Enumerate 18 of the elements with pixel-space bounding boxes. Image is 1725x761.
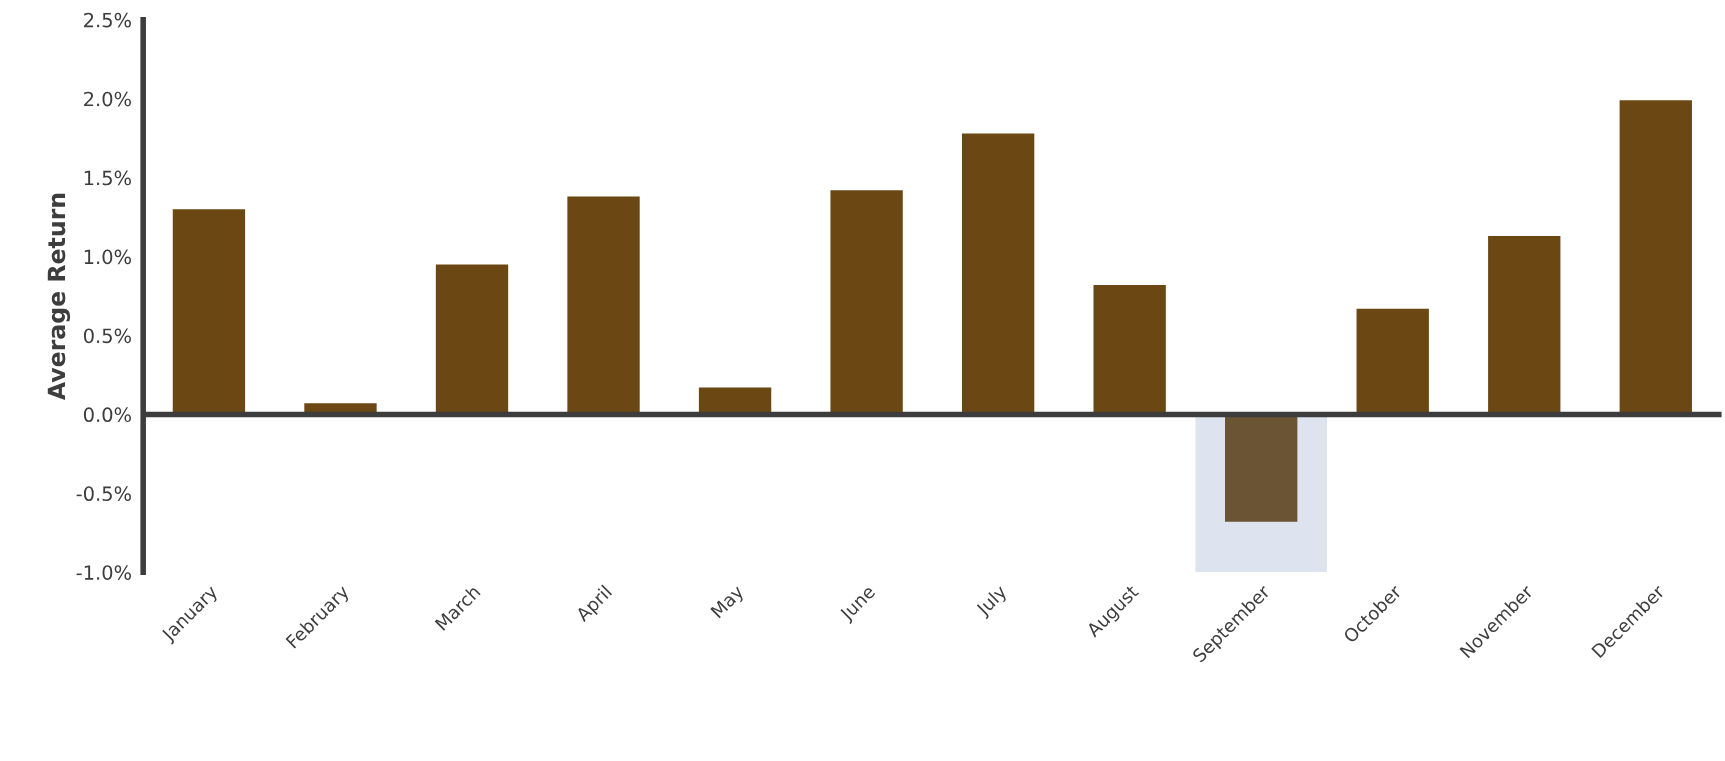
y-tick-label: 0.0% bbox=[83, 407, 131, 423]
y-tick-label: 1.5% bbox=[84, 170, 131, 186]
bar bbox=[961, 133, 1035, 415]
y-tick-label: 0.5% bbox=[83, 328, 131, 344]
y-tick-label: 1.0% bbox=[84, 249, 131, 265]
bar bbox=[830, 190, 903, 415]
bar bbox=[567, 196, 640, 415]
y-axis-title: Average Return bbox=[47, 193, 71, 401]
y-tick-label: -1.0% bbox=[76, 565, 131, 580]
bar bbox=[435, 264, 509, 415]
bar bbox=[172, 209, 246, 415]
bar bbox=[1488, 236, 1561, 415]
y-tick-label: 2.5% bbox=[84, 12, 131, 28]
bar bbox=[1093, 284, 1166, 415]
bar bbox=[1356, 308, 1429, 415]
y-tick-label: -0.5% bbox=[76, 486, 131, 502]
bar bbox=[1619, 100, 1692, 415]
y-tick-label: 2.0% bbox=[84, 91, 131, 107]
